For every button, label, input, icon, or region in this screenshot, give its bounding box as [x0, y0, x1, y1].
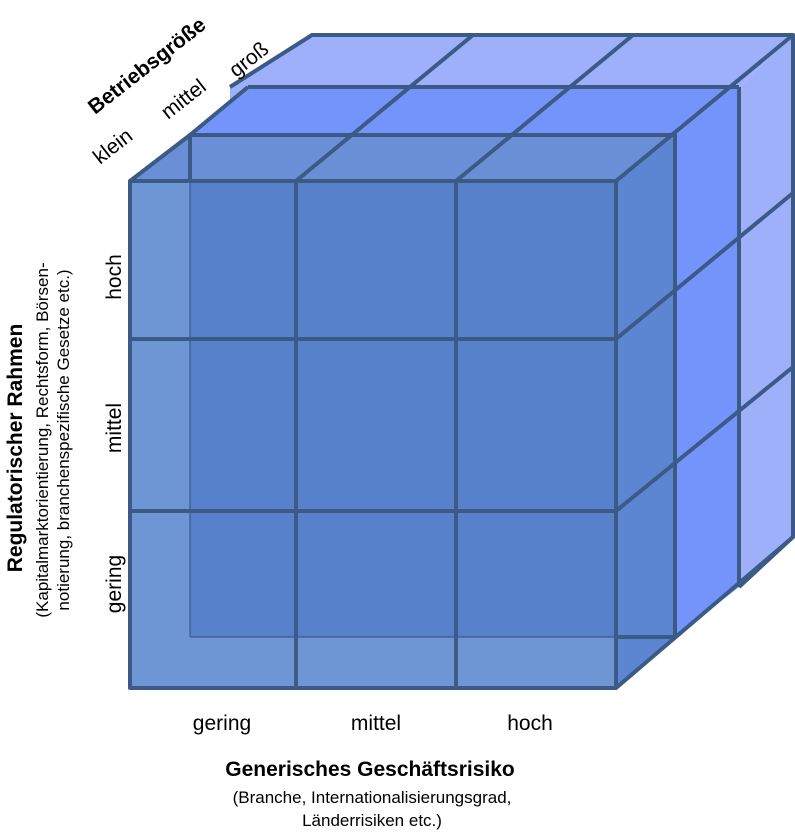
depth-edge-bottom-right — [614, 535, 795, 690]
top-depth-line-1 — [294, 33, 475, 183]
side-depth-line-2 — [614, 365, 795, 513]
front-layer-top — [130, 135, 675, 181]
depth-level-mittel: mittel — [157, 75, 211, 124]
top-depth-line-2 — [454, 33, 635, 183]
back-layer-top — [230, 35, 793, 87]
horizontal-level-hoch: hoch — [507, 712, 553, 735]
back-layer-side — [739, 35, 793, 587]
horizontal-axis-subtitle-2: Länderrisiken etc.) — [302, 811, 442, 830]
vertical-axis-subtitle-2: notierung, branchenspezifische Gesetze e… — [54, 269, 73, 610]
horizontal-axis: gering mittel hoch Generisches Geschäfts… — [193, 712, 553, 830]
middle-layer-top — [190, 87, 739, 135]
front-layer-inner — [190, 181, 616, 637]
middle-outline — [188, 133, 677, 639]
horizontal-axis-title: Generisches Geschäftsrisiko — [225, 758, 514, 781]
vertical-level-gering: gering — [103, 555, 126, 613]
depth-edge-top-left — [128, 133, 192, 183]
depth-level-klein: klein — [89, 124, 137, 169]
depth-edge-top-right — [614, 33, 795, 183]
cube-grid-lines — [128, 33, 795, 690]
horizontal-level-mittel: mittel — [351, 712, 401, 735]
depth-edge-top-left-2 — [188, 85, 250, 137]
vertical-level-hoch: hoch — [103, 254, 126, 300]
vertical-level-mittel: mittel — [103, 403, 126, 453]
cube-layer-klein — [130, 135, 675, 688]
front-layer-side — [616, 135, 675, 688]
vertical-axis: Regulatorischer Rahmen (Kapitalmarktorie… — [4, 254, 126, 617]
side-depth-line-1 — [614, 191, 795, 341]
horizontal-level-gering: gering — [193, 712, 251, 735]
vertical-axis-subtitle-1: (Kapitalmarktorientierung, Rechtsform, B… — [33, 262, 52, 617]
middle-layer-side — [675, 87, 739, 637]
vertical-axis-title: Regulatorischer Rahmen — [4, 324, 27, 573]
horizontal-axis-subtitle-1: (Branche, Internationalisierungsgrad, — [233, 788, 512, 807]
